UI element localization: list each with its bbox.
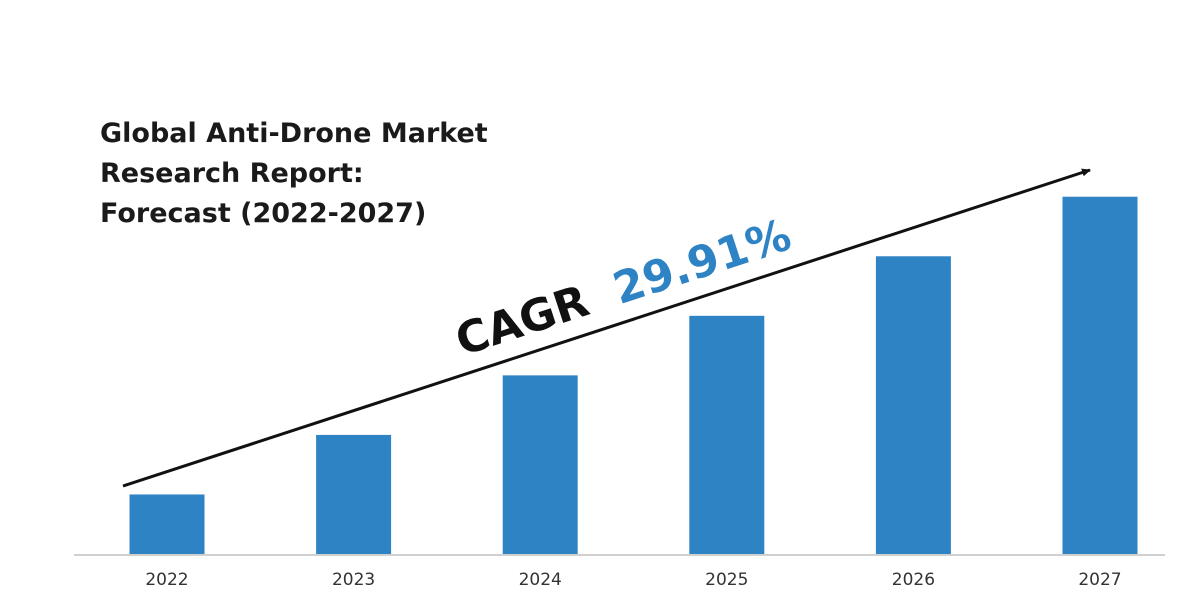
chart-title: Global Anti-Drone Market Research Report…: [100, 114, 488, 234]
x-tick-label-2024: 2024: [519, 570, 562, 590]
title-line-3: Forecast (2022-2027): [100, 198, 427, 229]
bar-2026: [875, 256, 951, 554]
x-tick-label-2023: 2023: [332, 570, 375, 590]
bar-2024: [502, 375, 578, 554]
cagr-prefix: CAGR: [450, 276, 595, 367]
cagr-value: 29.91%: [607, 210, 797, 315]
bar-2027: [1062, 196, 1138, 554]
x-tick-label-2027: 2027: [1078, 570, 1121, 590]
bar-2025: [689, 315, 765, 554]
x-tick-label-2026: 2026: [892, 570, 935, 590]
x-tick-label-2022: 2022: [145, 570, 188, 590]
title-line-1: Global Anti-Drone Market: [100, 118, 488, 149]
x-axis-ticks: 2022 2023 2024 2025 2026 2027: [145, 570, 1121, 590]
trend-arrow-icon: [122, 168, 1091, 488]
bar-series: [129, 196, 1138, 554]
title-line-2: Research Report:: [100, 158, 364, 189]
bar-2023: [316, 434, 392, 554]
bar-2022: [129, 494, 205, 554]
x-tick-label-2025: 2025: [705, 570, 748, 590]
